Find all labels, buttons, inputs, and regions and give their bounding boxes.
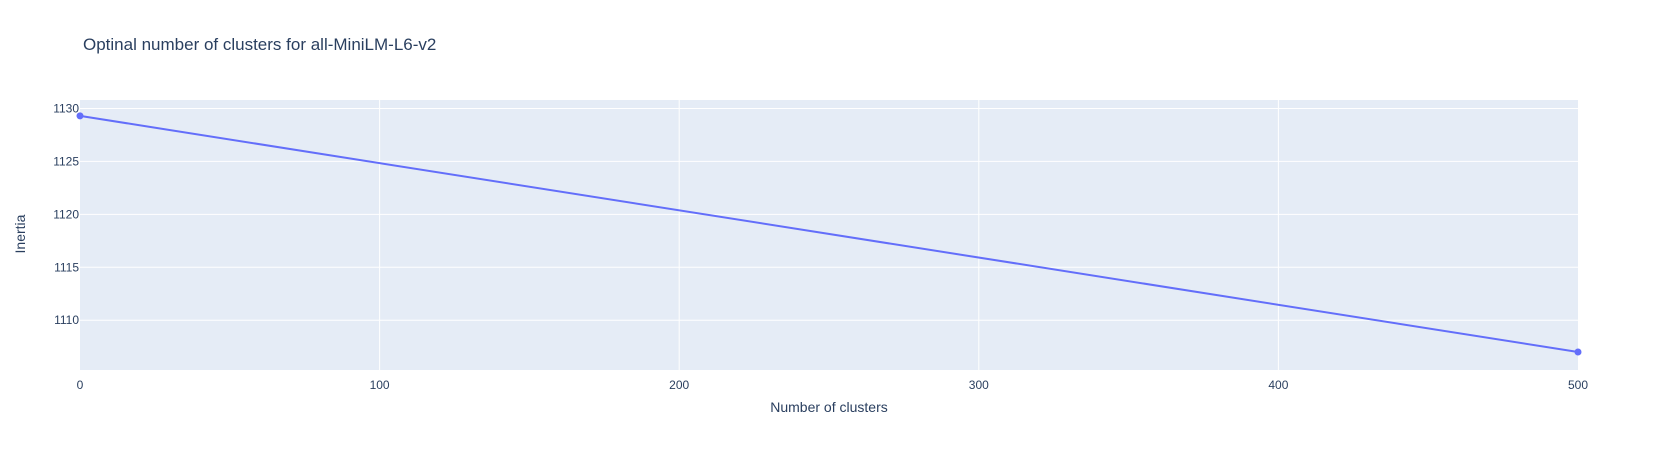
y-tick-label: 1120 bbox=[53, 207, 79, 221]
x-tick-label: 300 bbox=[969, 378, 989, 392]
x-tick-labels: 0 100 200 300 400 500 bbox=[77, 378, 1589, 392]
plot-area bbox=[80, 100, 1578, 370]
series-line bbox=[79, 114, 1579, 353]
x-tick-label: 400 bbox=[1268, 378, 1288, 392]
data-point bbox=[76, 112, 84, 120]
y-gridlines bbox=[80, 107, 1578, 321]
data-point bbox=[1574, 348, 1582, 356]
x-tick-label: 500 bbox=[1568, 378, 1588, 392]
x-tick-label: 0 bbox=[77, 378, 84, 392]
x-gridlines bbox=[379, 100, 1279, 370]
series-layer bbox=[76, 112, 1582, 356]
x-tick-label: 200 bbox=[669, 378, 689, 392]
y-tick-label: 1110 bbox=[54, 313, 79, 327]
x-axis-title: Number of clusters bbox=[770, 399, 887, 415]
y-tick-label: 1130 bbox=[53, 101, 79, 115]
chart-title: Optinal number of clusters for all-MiniL… bbox=[83, 35, 436, 54]
y-tick-label: 1115 bbox=[54, 260, 79, 274]
y-tick-labels: 1110 1115 1120 1125 1130 bbox=[53, 101, 79, 327]
y-axis-title: Inertia bbox=[12, 214, 28, 253]
y-tick-label: 1125 bbox=[53, 154, 79, 168]
x-tick-label: 100 bbox=[370, 378, 390, 392]
